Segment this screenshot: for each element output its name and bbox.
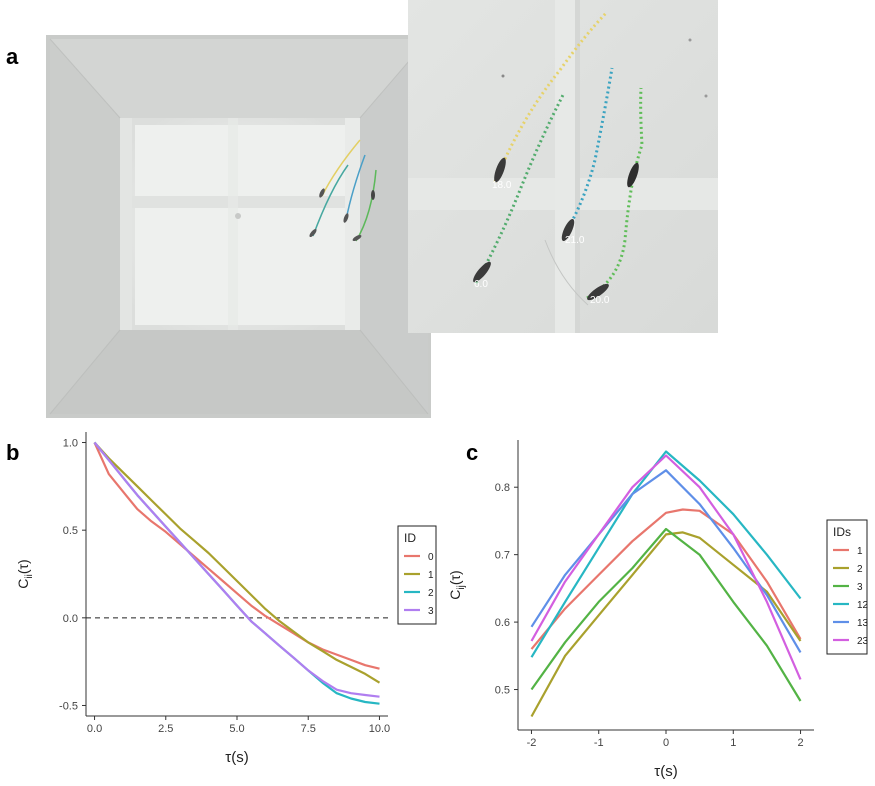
x-tick-label: 2 [797, 737, 803, 749]
series-line-2 [530, 531, 802, 718]
y-tick-label: 0.6 [495, 617, 510, 629]
panel-letter-c: c [466, 440, 479, 465]
track-label: 6.0 [474, 279, 488, 290]
legend-label-13: 13 [857, 618, 869, 629]
legend-label-1: 1 [428, 570, 434, 581]
y-axis-label: Cij(τ) [447, 570, 467, 599]
x-tick-label: 0 [663, 737, 669, 749]
x-tick-label: 10.0 [369, 723, 390, 735]
panel-a-photos: 18.0 21.0 6.0 20.0 [46, 0, 718, 418]
legend-box [397, 525, 437, 625]
series-line-13 [530, 469, 802, 653]
legend-box [826, 519, 868, 655]
x-axis-label: τ(s) [654, 763, 677, 780]
panel-letter-b: b [6, 440, 20, 465]
series-line-3 [530, 527, 802, 702]
x-tick-label: 7.5 [301, 723, 316, 735]
series-line-2 [93, 441, 380, 705]
legend-label-0: 0 [428, 552, 434, 563]
y-tick-label: 0.5 [495, 685, 510, 697]
legend-label-12: 12 [857, 600, 869, 611]
arena-photo [46, 35, 431, 418]
x-tick-label: -1 [594, 737, 604, 749]
legend-title: ID [404, 531, 416, 545]
legend-label-3: 3 [428, 606, 434, 617]
series-line-3 [93, 441, 380, 698]
x-axis-label: τ(s) [225, 749, 248, 766]
track-label: 20.0 [590, 295, 610, 306]
series-line-23 [530, 454, 802, 680]
legend-label-2: 2 [428, 588, 434, 599]
zoom-inset-photo: 18.0 21.0 6.0 20.0 [408, 0, 718, 333]
x-tick-label: 5.0 [229, 723, 244, 735]
legend-label-1: 1 [857, 546, 863, 557]
legend-label-2: 2 [857, 564, 863, 575]
y-tick-label: 0.8 [495, 482, 510, 494]
x-tick-label: 2.5 [158, 723, 173, 735]
y-tick-label: 0.7 [495, 550, 510, 562]
panel-letter-a: a [6, 44, 19, 69]
y-tick-label: -0.5 [59, 700, 78, 712]
series-line-1 [530, 508, 802, 650]
legend-label-23: 23 [857, 636, 869, 647]
x-tick-label: -2 [527, 737, 537, 749]
legend: ID 0 1 2 3 [397, 525, 437, 625]
legend-title: IDs [833, 525, 851, 539]
y-axis-label: Cii(τ) [15, 559, 35, 588]
track-label: 21.0 [565, 235, 585, 246]
y-tick-label: 0.0 [63, 613, 78, 625]
series-line-12 [530, 450, 802, 658]
y-tick-label: 0.5 [63, 525, 78, 537]
series-line-1 [93, 441, 381, 684]
legend-label-3: 3 [857, 582, 863, 593]
y-tick-label: 1.0 [63, 438, 78, 450]
series-line-0 [93, 442, 380, 670]
x-tick-label: 0.0 [87, 723, 102, 735]
track-label: 18.0 [492, 180, 512, 191]
x-tick-label: 1 [730, 737, 736, 749]
